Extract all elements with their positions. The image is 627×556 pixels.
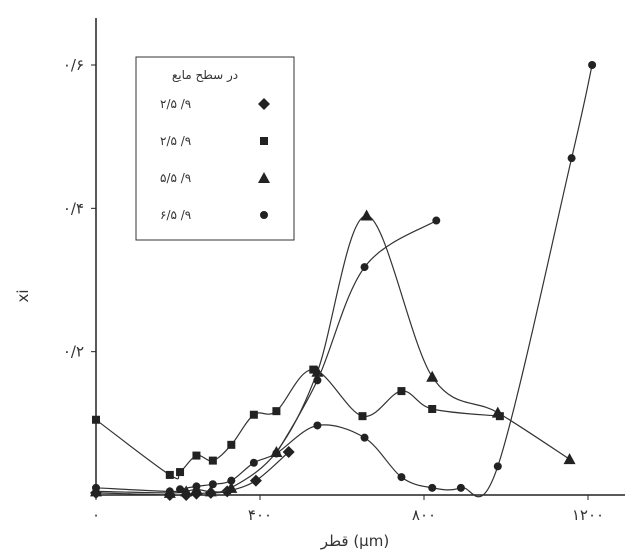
data-point-circle <box>92 483 100 492</box>
legend-label: ۲/۵ /۹ <box>160 97 191 111</box>
data-point-square <box>397 387 406 396</box>
x-tick-label: ۱۲۰۰ <box>572 506 604 524</box>
data-point-triangle <box>225 481 238 493</box>
legend-box <box>135 56 295 241</box>
legend-title: در سطح مایع <box>172 68 238 83</box>
x-tick-label: ۸۰۰ <box>412 506 436 524</box>
data-point-square <box>227 440 236 449</box>
legend-marker-circle <box>260 211 268 219</box>
data-point-circle <box>272 449 281 458</box>
data-point-circle <box>360 263 369 272</box>
legend-marker-diamond <box>258 98 270 110</box>
data-point-circle <box>192 482 201 491</box>
x-ticks: ۰ ۴۰۰ ۸۰۰ ۱۲۰۰ <box>92 495 604 524</box>
data-point-circle <box>313 376 322 385</box>
data-point-square <box>165 470 174 479</box>
data-point-square <box>92 415 100 424</box>
data-point-triangle <box>563 453 576 465</box>
y-tick-label: ۰/۶ <box>63 56 84 74</box>
legend-label: ۵/۵ /۹ <box>160 171 191 185</box>
data-point-diamond <box>249 474 262 487</box>
data-point-square <box>428 405 437 413</box>
legend-label: ۲/۵ /۹ <box>160 134 191 148</box>
data-point-triangle <box>360 209 373 221</box>
data-point-circle <box>360 433 369 442</box>
data-point-triangle <box>426 370 439 382</box>
data-point-square <box>309 365 318 374</box>
data-point-triangle <box>204 485 217 497</box>
data-point-circle <box>249 458 258 467</box>
data-point-circle <box>176 485 185 494</box>
data-point-circle <box>588 61 597 69</box>
data-point-diamond <box>282 446 295 458</box>
series-line-triangle <box>95 214 570 494</box>
series-line-circle <box>95 64 593 498</box>
data-point-square <box>249 410 258 419</box>
data-point-square <box>272 407 281 416</box>
data-point-circle <box>493 462 502 471</box>
data-point-square <box>358 412 367 421</box>
y-tick-label: ۰/۴ <box>63 199 84 217</box>
data-point-square <box>192 451 201 460</box>
data-point-circle <box>428 483 437 492</box>
x-axis-title: قطر (μm) <box>320 532 389 550</box>
series-line-circle <box>275 219 437 454</box>
data-point-triangle <box>491 406 504 418</box>
x-tick-label: ۰ <box>92 506 100 524</box>
data-point-circle <box>456 483 465 492</box>
data-point-circle <box>313 421 322 430</box>
data-point-square <box>176 468 185 477</box>
legend-marker-square <box>260 137 268 145</box>
data-point-circle <box>165 487 174 496</box>
data-point-circle <box>567 154 576 163</box>
y-tick-label: ۰/۲ <box>63 343 84 361</box>
data-point-circle <box>432 216 441 225</box>
legend-marker-triangle <box>258 172 270 183</box>
series-layer <box>90 61 597 501</box>
data-point-square <box>208 456 217 465</box>
y-axis-title: xi <box>14 289 32 302</box>
data-point-circle <box>208 480 217 489</box>
legend: در سطح مایع ۲/۵ /۹ ۲/۵ /۹ ۵/۵ /۹ ۶/۵ /۹ <box>135 56 295 241</box>
legend-entries: ۲/۵ /۹ ۲/۵ /۹ ۵/۵ /۹ ۶/۵ /۹ <box>160 97 270 222</box>
data-point-circle <box>227 476 236 485</box>
y-ticks: ۰/۲ ۰/۴ ۰/۶ <box>63 56 96 361</box>
x-tick-label: ۴۰۰ <box>248 506 272 524</box>
legend-label: ۶/۵ /۹ <box>160 208 191 222</box>
data-point-circle <box>397 473 406 482</box>
data-point-triangle <box>180 485 193 497</box>
